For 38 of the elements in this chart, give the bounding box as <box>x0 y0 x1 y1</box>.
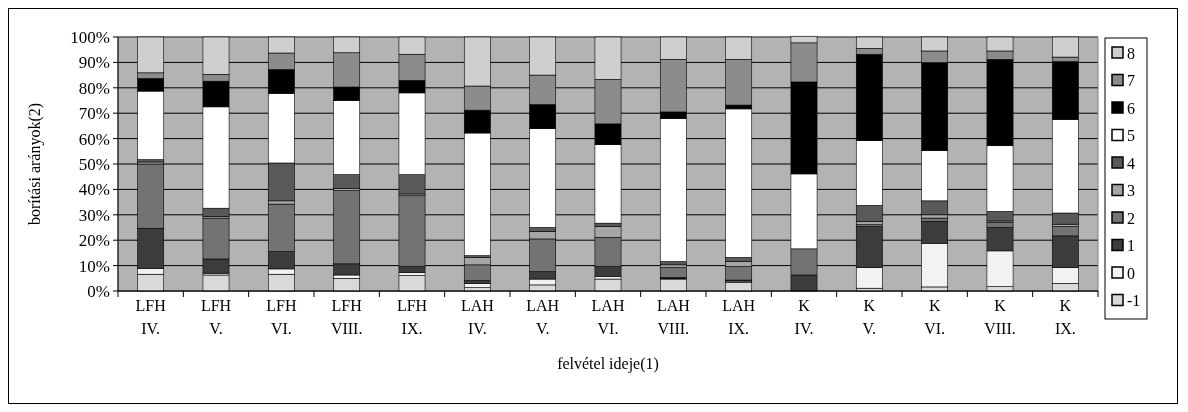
x-tick-label: K IX. <box>1054 297 1076 337</box>
y-tick-label: 80% <box>78 78 110 98</box>
legend-label: 5 <box>1127 127 1135 145</box>
x-tick-label: K VIII. <box>984 297 1016 337</box>
legend-label: 8 <box>1127 44 1135 62</box>
x-tick-label: LFH IV. <box>135 297 167 337</box>
x-tick-label: LFH VI. <box>266 297 297 337</box>
x-tick-label: K V. <box>862 297 877 337</box>
legend-label: 6 <box>1127 99 1135 117</box>
y-tick-label: 10% <box>78 256 110 276</box>
y-tick-label: 100% <box>70 27 110 47</box>
y-tick-label: 50% <box>78 154 110 174</box>
y-axis-title: borítási arányok(2) <box>26 102 44 226</box>
legend-label: 7 <box>1127 72 1135 90</box>
x-tick-label: LFH IX. <box>396 297 428 337</box>
legend-label: -1 <box>1127 292 1141 310</box>
x-tick-label: LAH IV. <box>460 297 495 337</box>
y-tick-label: 20% <box>78 231 110 251</box>
y-tick-label: 40% <box>78 180 110 200</box>
x-tick-label: LAH VIII. <box>656 297 691 337</box>
y-tick-label: 70% <box>78 104 110 124</box>
x-tick-label: LFH V. <box>200 297 232 337</box>
y-tick-label: 30% <box>78 205 110 225</box>
y-tick-label: 0% <box>87 281 110 301</box>
legend-label: 0 <box>1127 264 1135 282</box>
x-tick-label: LAH V. <box>526 297 560 337</box>
legend-label: 1 <box>1127 237 1135 255</box>
legend-label: 3 <box>1127 182 1135 200</box>
x-tick-label: LFH VIII. <box>330 297 363 337</box>
x-axis-title: felvétel ideje(1) <box>557 355 659 373</box>
legend-label: 2 <box>1127 209 1135 227</box>
y-tick-label: 60% <box>78 129 110 149</box>
x-tick-label: LAH IX. <box>722 297 756 337</box>
y-tick-label: 90% <box>78 53 110 73</box>
x-tick-label: K VI. <box>924 297 946 337</box>
legend-label: 4 <box>1127 154 1135 172</box>
x-tick-label: K IV. <box>794 297 814 337</box>
x-tick-label: LAH VI. <box>591 297 625 337</box>
